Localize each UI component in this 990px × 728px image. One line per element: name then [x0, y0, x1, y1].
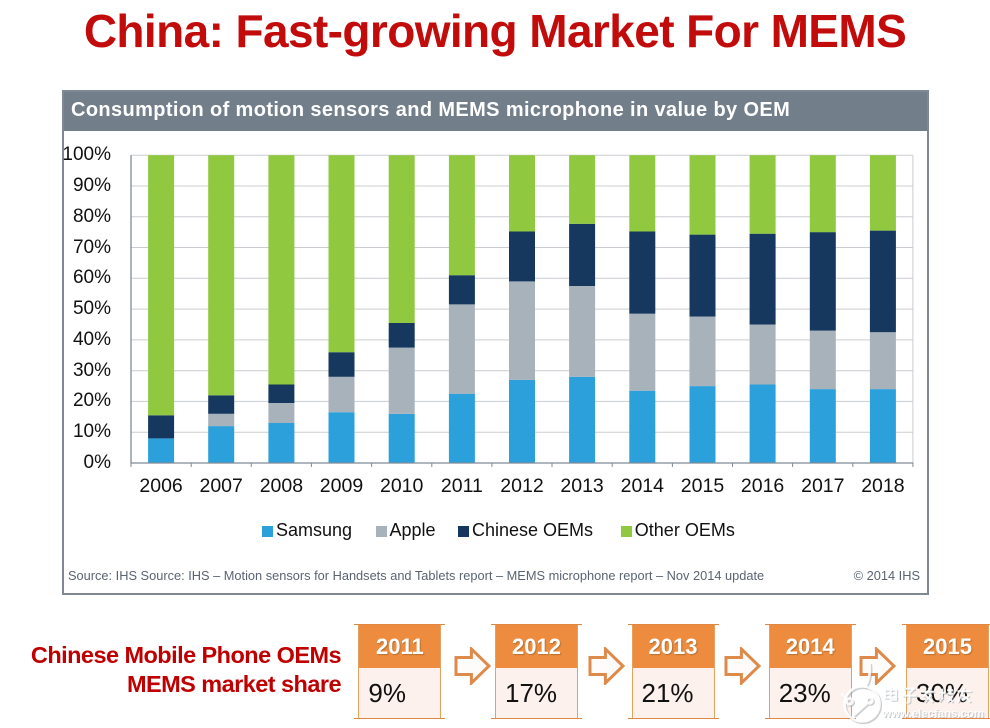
- svg-text:www.elecfans.com: www.elecfans.com: [882, 708, 985, 720]
- svg-text:www.elecfans.com: www.elecfans.com: [883, 709, 986, 721]
